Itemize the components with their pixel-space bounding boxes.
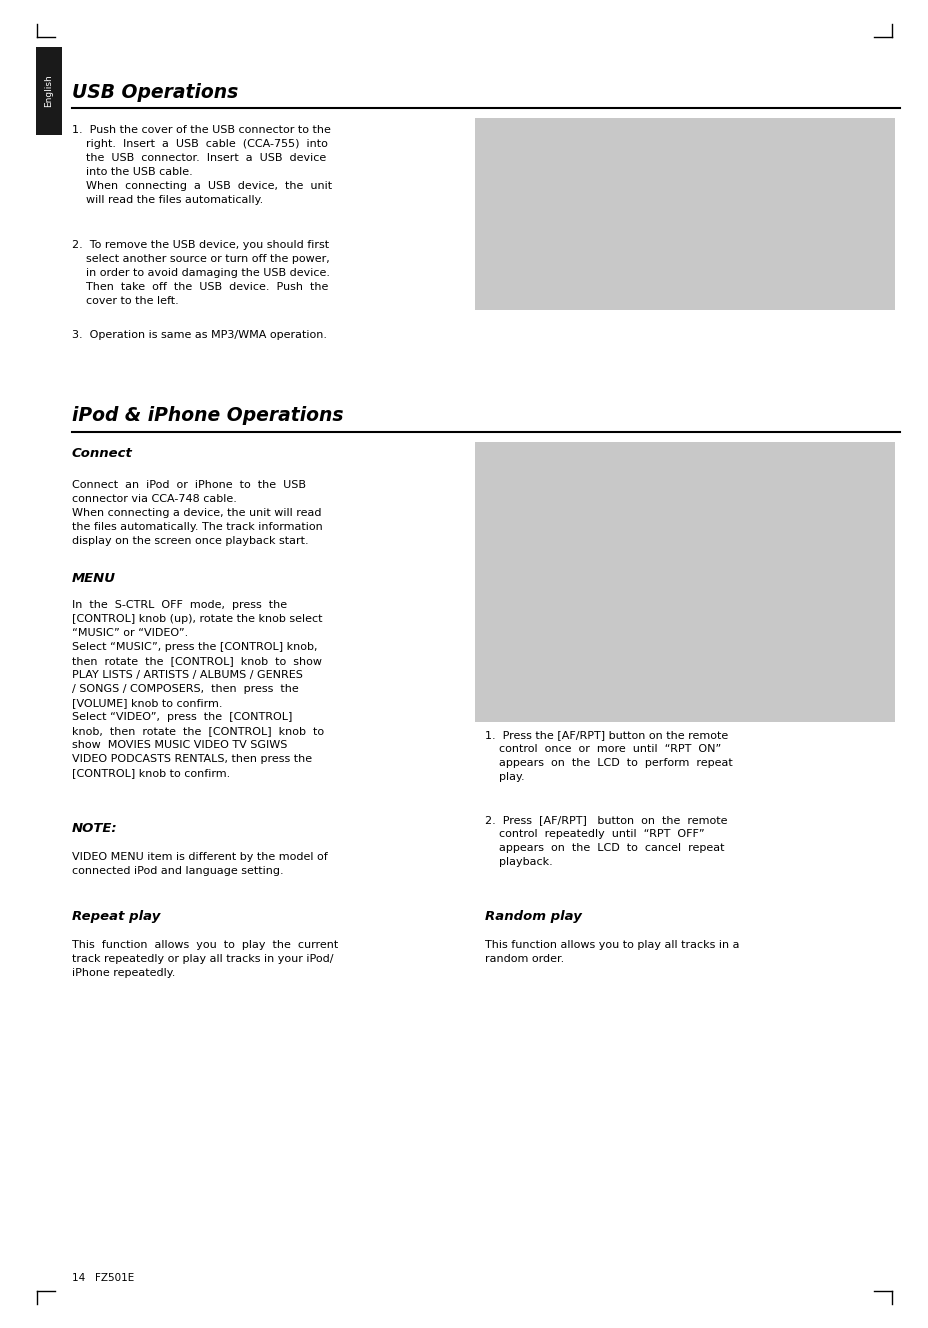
Bar bbox=[474, 442, 894, 722]
Text: iPod & iPhone Operations: iPod & iPhone Operations bbox=[72, 406, 343, 425]
Text: 14   FZ501E: 14 FZ501E bbox=[72, 1274, 135, 1283]
Bar bbox=[36, 46, 62, 135]
Text: NOTE:: NOTE: bbox=[72, 822, 118, 835]
Text: VIDEO MENU item is different by the model of
connected iPod and language setting: VIDEO MENU item is different by the mode… bbox=[72, 853, 328, 876]
Text: This function allows you to play all tracks in a
random order.: This function allows you to play all tra… bbox=[484, 940, 739, 964]
Text: This  function  allows  you  to  play  the  current
track repeatedly or play all: This function allows you to play the cur… bbox=[72, 940, 338, 977]
Text: English: English bbox=[45, 74, 54, 108]
Text: Random play: Random play bbox=[484, 910, 581, 923]
Text: 1.  Push the cover of the USB connector to the
    right.  Insert  a  USB  cable: 1. Push the cover of the USB connector t… bbox=[72, 125, 332, 205]
Text: 2.  Press  [AF/RPT]   button  on  the  remote
    control  repeatedly  until  “R: 2. Press [AF/RPT] button on the remote c… bbox=[484, 815, 727, 867]
Text: Repeat play: Repeat play bbox=[72, 910, 161, 923]
Text: 2.  To remove the USB device, you should first
    select another source or turn: 2. To remove the USB device, you should … bbox=[72, 240, 329, 305]
Text: 1.  Press the [AF/RPT] button on the remote
    control  once  or  more  until  : 1. Press the [AF/RPT] button on the remo… bbox=[484, 730, 732, 782]
Text: USB Operations: USB Operations bbox=[72, 82, 238, 102]
Text: In  the  S-CTRL  OFF  mode,  press  the
[CONTROL] knob (up), rotate the knob sel: In the S-CTRL OFF mode, press the [CONTR… bbox=[72, 600, 324, 778]
Bar bbox=[474, 118, 894, 309]
Text: Connect  an  iPod  or  iPhone  to  the  USB
connector via CCA-748 cable.
When co: Connect an iPod or iPhone to the USB con… bbox=[72, 479, 322, 546]
Text: 3.  Operation is same as MP3/WMA operation.: 3. Operation is same as MP3/WMA operatio… bbox=[72, 329, 327, 340]
Text: Connect: Connect bbox=[72, 448, 133, 459]
Text: MENU: MENU bbox=[72, 572, 116, 586]
